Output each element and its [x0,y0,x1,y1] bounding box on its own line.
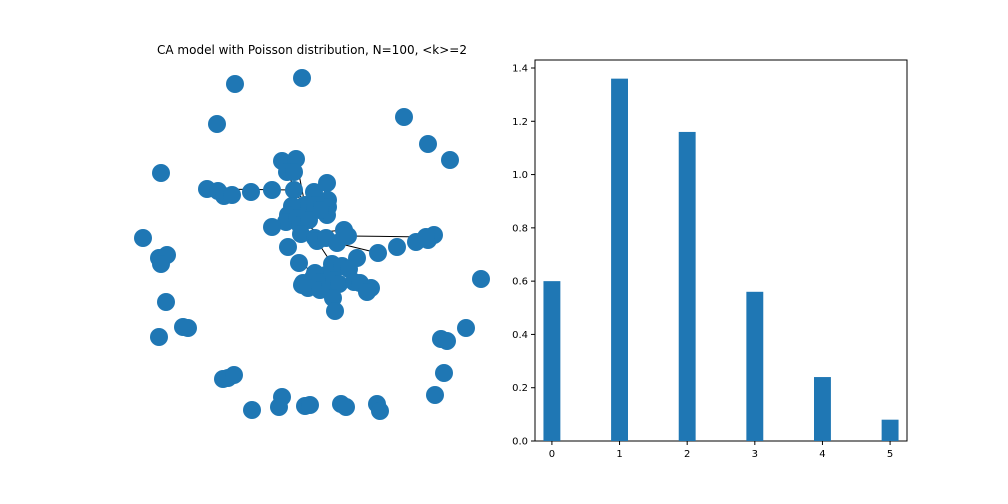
network-node [419,135,437,153]
network-node [179,319,197,337]
network-node [438,332,456,350]
network-node [292,225,310,243]
network-node [358,283,376,301]
network-node [330,275,348,293]
network-node [318,174,336,192]
y-tick-label: 0.2 [512,383,528,394]
network-node [150,328,168,346]
x-tick-label: 3 [752,449,758,460]
y-tick-label: 1.4 [512,63,528,74]
x-tick-label: 2 [684,449,690,460]
network-node [290,254,308,272]
y-axis: 0.0 0.2 0.4 0.6 0.8 1.0 1.2 1.4 [512,63,535,448]
network-node [285,163,303,181]
network-node [388,238,406,256]
network-node [243,401,261,419]
bar-chart-panel: 0.0 0.2 0.4 0.6 0.8 1.0 1.2 1.4 0 1 2 3 4 5 [512,59,908,460]
y-tick-label: 0.4 [512,330,528,341]
network-node [152,255,170,273]
network-node [326,302,344,320]
y-tick-label: 1.2 [512,117,528,128]
network-node [369,244,387,262]
network-node [305,183,323,201]
network-nodes [134,69,490,420]
x-axis: 0 1 2 3 4 5 [549,441,893,460]
plot-area-frame [534,59,908,442]
network-node [371,402,389,420]
network-node [226,75,244,93]
bar [746,291,764,441]
bar [611,78,628,441]
network-title: CA model with Poisson distribution, N=10… [157,43,467,57]
bar [678,131,696,441]
network-node [395,108,413,126]
network-panel: CA model with Poisson distribution, N=10… [134,43,490,420]
network-node [152,164,170,182]
network-node [157,293,175,311]
x-tick-label: 5 [887,449,893,460]
y-tick-label: 0.6 [512,277,528,288]
network-node [285,181,303,199]
network-node [426,386,444,404]
network-node [242,183,260,201]
network-node [441,151,459,169]
network-node [435,364,453,382]
network-node [208,115,226,133]
bar-series [543,78,899,441]
network-node [337,398,355,416]
x-tick-label: 0 [549,449,555,460]
bar [543,281,561,441]
bar [881,419,899,441]
network-node [339,227,357,245]
network-node [134,229,152,247]
bar [814,377,831,441]
network-node [301,396,319,414]
network-node [223,186,241,204]
y-tick-label: 0.0 [512,437,528,448]
network-node [417,228,435,246]
network-node [263,181,281,199]
network-node [300,211,318,229]
network-node [293,69,311,87]
network-node [457,319,475,337]
network-node [225,366,243,384]
network-node [263,218,281,236]
network-node [279,238,297,256]
x-tick-label: 1 [616,449,622,460]
x-tick-label: 4 [819,449,825,460]
network-node [270,398,288,416]
y-tick-label: 1.0 [512,170,528,181]
network-node [472,270,490,288]
y-tick-label: 0.8 [512,223,528,234]
